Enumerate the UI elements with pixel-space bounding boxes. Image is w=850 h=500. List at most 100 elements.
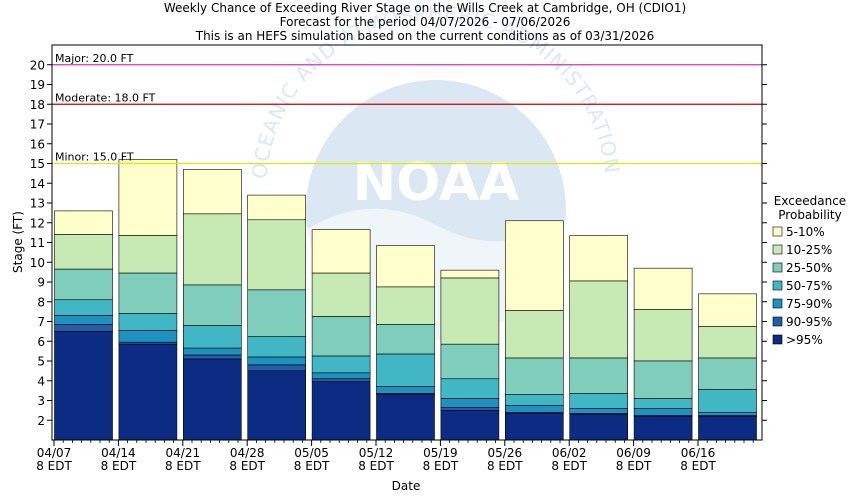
segment-25-50% bbox=[633, 360, 693, 399]
legend-label: 5-10% bbox=[786, 225, 825, 239]
segment-5-10% bbox=[311, 229, 371, 274]
chart-title: Weekly Chance of Exceeding River Stage o… bbox=[164, 1, 686, 15]
x-tick-date: 06/02 bbox=[552, 446, 587, 460]
segment-5-10% bbox=[183, 169, 242, 215]
segment-50-75% bbox=[376, 353, 435, 387]
week-bar-06-16 bbox=[698, 293, 757, 441]
chart-subtitle-period: Forecast for the period 04/07/2026 - 07/… bbox=[280, 15, 571, 29]
x-tick-date: 05/19 bbox=[423, 446, 458, 460]
segment-10-25% bbox=[569, 280, 629, 359]
y-tick-label: 14 bbox=[30, 177, 45, 191]
week-bar-05-12 bbox=[376, 245, 435, 441]
x-tick-time: 8 EDT bbox=[487, 459, 523, 473]
week-bar-04-21 bbox=[183, 169, 242, 441]
segment-75-90% bbox=[247, 356, 306, 366]
segment-above-95 bbox=[698, 415, 757, 441]
x-tick-time: 8 EDT bbox=[358, 459, 394, 473]
legend-swatch bbox=[772, 316, 783, 327]
segment-5-10% bbox=[569, 235, 629, 282]
thresholds-layer: Major: 20.0 FT Moderate: 18.0 FT Minor: 15… bbox=[52, 52, 762, 165]
y-tick-label: 17 bbox=[30, 118, 45, 132]
y-tick-label: 10 bbox=[30, 256, 45, 270]
chart-subtitle-simulation: This is an HEFS simulation based on the … bbox=[195, 29, 655, 43]
segment-5-10% bbox=[633, 267, 693, 310]
x-tick-time: 8 EDT bbox=[551, 459, 587, 473]
x-tick-date: 06/09 bbox=[616, 446, 651, 460]
segment-10-25% bbox=[183, 213, 242, 286]
segment-10-25% bbox=[311, 272, 371, 317]
segment-50-75% bbox=[54, 299, 113, 316]
segment-above-95 bbox=[376, 394, 435, 441]
y-tick-label: 15 bbox=[30, 157, 45, 171]
segment-50-75% bbox=[698, 389, 757, 413]
y-tick-label: 8 bbox=[37, 295, 45, 309]
legend-swatch bbox=[772, 244, 783, 255]
x-tick-date: 06/16 bbox=[681, 446, 716, 460]
segment-50-75% bbox=[247, 336, 306, 358]
segment-above-95 bbox=[54, 331, 113, 441]
week-bar-05-05 bbox=[311, 229, 371, 441]
segment-above-95 bbox=[183, 358, 242, 441]
segment-5-10% bbox=[698, 293, 757, 327]
segment-75-90% bbox=[118, 330, 178, 343]
x-tick-time: 8 EDT bbox=[101, 459, 137, 473]
week-bar-05-26 bbox=[504, 220, 564, 441]
segment-75-90% bbox=[504, 405, 564, 413]
x-tick-date: 04/21 bbox=[166, 446, 201, 460]
legend-swatch bbox=[772, 262, 783, 273]
segment-5-10% bbox=[504, 220, 564, 311]
segment-75-90% bbox=[183, 347, 242, 356]
x-tick-time: 8 EDT bbox=[165, 459, 201, 473]
legend-label: 50-75% bbox=[786, 279, 832, 293]
legend-title-line1: Exceedance bbox=[774, 194, 846, 208]
watermark-logo-text: NOAA bbox=[353, 153, 520, 213]
legend-label: >95% bbox=[786, 333, 823, 347]
week-bar-04-28 bbox=[247, 194, 306, 441]
segment-above-95 bbox=[440, 410, 500, 441]
legend-swatch bbox=[772, 334, 783, 345]
legend-label: 10-25% bbox=[786, 243, 832, 257]
segment-5-10% bbox=[440, 269, 500, 279]
segment-75-90% bbox=[633, 408, 693, 416]
segment-10-25% bbox=[504, 310, 564, 359]
segment-25-50% bbox=[311, 316, 371, 357]
segment-25-50% bbox=[183, 284, 242, 326]
y-tick-label: 11 bbox=[30, 236, 45, 250]
segment-50-75% bbox=[440, 378, 500, 399]
x-axis-title: Date bbox=[392, 479, 421, 493]
week-bar-04-14 bbox=[118, 159, 178, 441]
y-tick-label: 5 bbox=[37, 355, 45, 369]
y-tick-label: 13 bbox=[30, 197, 45, 211]
y-tick-label: 12 bbox=[30, 216, 45, 230]
segment-50-75% bbox=[504, 394, 564, 406]
x-tick-date: 05/12 bbox=[359, 446, 394, 460]
segment-above-95 bbox=[311, 381, 371, 441]
week-bar-04-07 bbox=[54, 210, 113, 441]
y-tick-label: 19 bbox=[30, 78, 45, 92]
segment-75-90% bbox=[54, 315, 113, 325]
y-axis-title: Stage (FT) bbox=[11, 211, 25, 273]
bars-layer bbox=[54, 159, 757, 441]
segment-25-50% bbox=[504, 357, 564, 395]
y-tick-label: 2 bbox=[37, 414, 45, 428]
legend-swatch bbox=[772, 226, 783, 237]
segment-10-25% bbox=[633, 309, 693, 362]
segment-90-95% bbox=[183, 354, 242, 360]
segment-above-95 bbox=[118, 343, 178, 441]
y-tick-label: 16 bbox=[30, 137, 45, 151]
x-tick-date: 05/05 bbox=[294, 446, 329, 460]
segment-50-75% bbox=[183, 325, 242, 349]
y-tick-label: 9 bbox=[37, 276, 45, 290]
legend-label: 25-50% bbox=[786, 261, 832, 275]
x-tick-time: 8 EDT bbox=[36, 459, 72, 473]
y-tick-label: 18 bbox=[30, 98, 45, 112]
legend-label: 90-95% bbox=[786, 315, 832, 329]
segment-5-10% bbox=[118, 159, 178, 236]
segment-10-25% bbox=[54, 234, 113, 270]
x-tick-date: 04/28 bbox=[230, 446, 265, 460]
segment-5-10% bbox=[247, 194, 306, 221]
week-bar-06-02 bbox=[569, 235, 629, 441]
x-tick-time: 8 EDT bbox=[294, 459, 330, 473]
y-tick-label: 7 bbox=[37, 315, 45, 329]
